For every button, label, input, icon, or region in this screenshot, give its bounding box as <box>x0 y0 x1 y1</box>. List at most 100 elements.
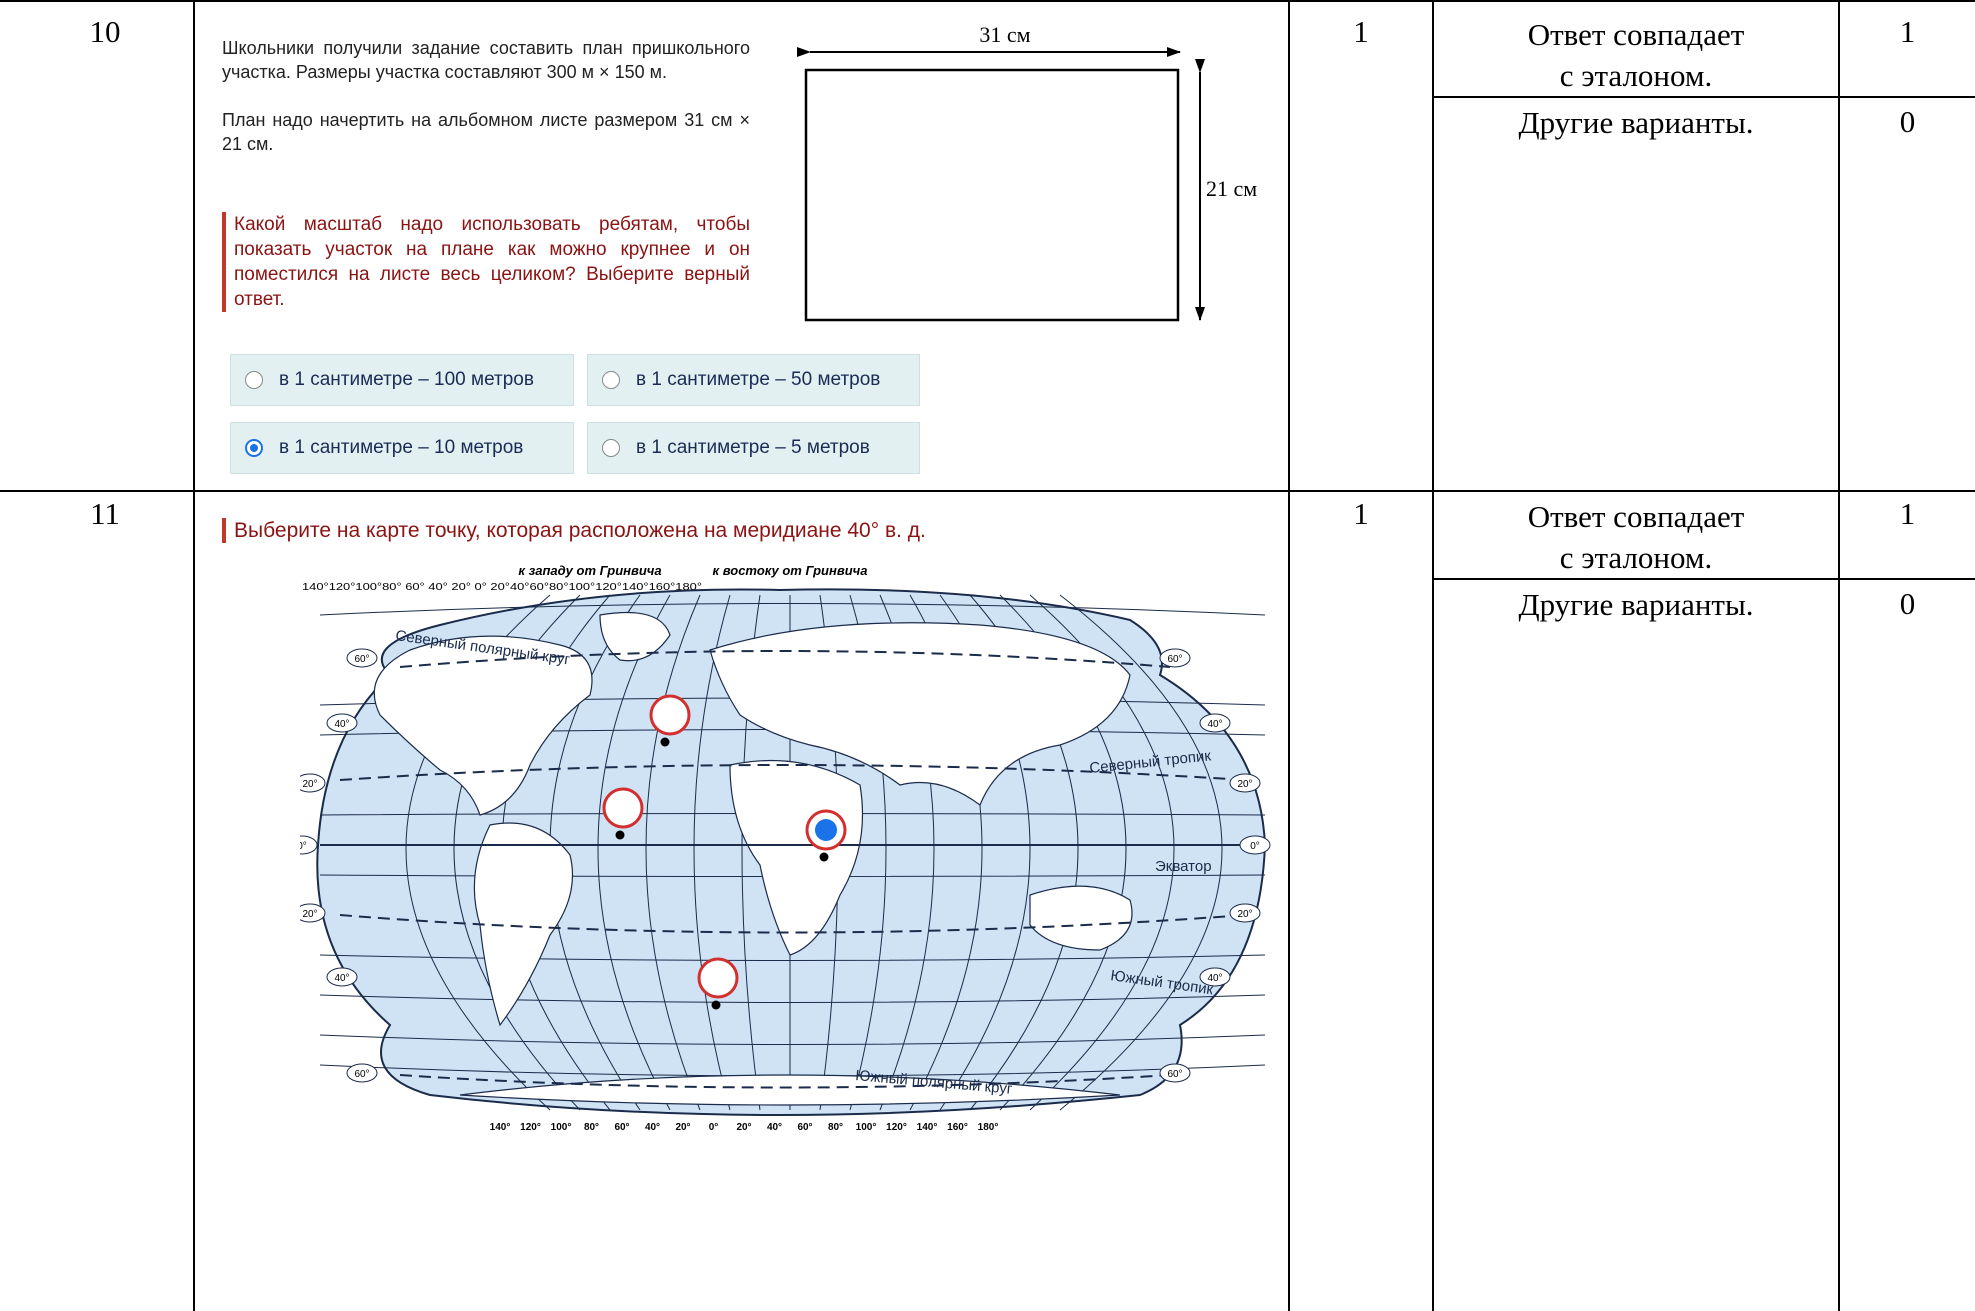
longitude-tick-label: 140° <box>490 1122 511 1133</box>
criterion-text-line2: с эталоном. <box>1559 540 1713 575</box>
equator-label: Экватор <box>1155 858 1212 875</box>
criterion-score: 0 <box>1899 104 1916 139</box>
north-america <box>373 635 593 816</box>
question-text-2: План надо начертить на альбомном листе р… <box>222 110 750 154</box>
latitude-badge: 20° <box>300 773 326 793</box>
svg-text:0°: 0° <box>300 841 307 852</box>
map-point-1[interactable] <box>649 694 691 747</box>
svg-text:60°: 60° <box>354 1069 369 1080</box>
option-label: в 1 сантиметре – 5 метров <box>636 437 870 458</box>
latitude-badges: 60° 60° 40° 40° 20° 20° 0° 0° 20° 20° 40° 40° 60° 60° <box>300 648 1271 1083</box>
table-col-1 <box>193 0 195 1311</box>
task-number: 11 <box>90 496 120 531</box>
criterion-text-line1: Другие варианты. <box>1518 105 1754 140</box>
option-50m[interactable]: в 1 сантиметре – 50 метров <box>587 354 920 406</box>
longitude-tick-label: 80° <box>828 1122 843 1133</box>
top-scale: 140°120°100°80° 60° 40° 20° 0° 20°40°60°… <box>302 582 702 593</box>
east-label: к востоку от Гринвича <box>713 563 868 578</box>
parallel <box>319 954 1266 961</box>
max-score: 1 <box>1353 14 1369 49</box>
latitude-badge: 60° <box>1159 1063 1191 1083</box>
radio-icon[interactable] <box>602 439 620 457</box>
antarctica <box>459 1074 1121 1106</box>
svg-text:60°: 60° <box>1167 654 1182 665</box>
longitude-tick-label: 120° <box>886 1122 907 1133</box>
question-prompt: Какой масштаб надо использовать ребятам,… <box>222 212 750 312</box>
table-col-3 <box>1432 0 1434 1311</box>
longitude-tick-label: 180° <box>978 1122 999 1133</box>
parallel <box>319 1034 1266 1045</box>
map-question-prompt: Выберите на карте точку, которая располо… <box>222 518 1134 543</box>
latitude-badge: 40° <box>1199 967 1231 987</box>
option-10m[interactable]: в 1 сантиметре – 10 метров <box>230 422 574 474</box>
australia <box>1029 885 1133 951</box>
plot-rectangle <box>804 68 1180 322</box>
task-number: 10 <box>89 14 121 49</box>
svg-text:40°: 40° <box>1207 719 1222 730</box>
longitude-tick-label: 80° <box>584 1122 599 1133</box>
option-label: в 1 сантиметре – 10 метров <box>279 437 524 458</box>
criterion-correct: Ответ совпадает с эталоном. <box>1434 496 1838 578</box>
parallel <box>319 603 1266 616</box>
plot-diagram: 31 см 21 см <box>797 22 1257 322</box>
latitude-badge: 60° <box>346 648 378 668</box>
meridian <box>645 594 701 1111</box>
antarctic-circle-line <box>399 1074 1171 1089</box>
tropic-capricorn-line <box>339 914 1246 934</box>
arctic-circle-line <box>399 650 1171 668</box>
table-border-top <box>0 0 1975 2</box>
longitude-tick-label: 100° <box>856 1122 877 1133</box>
criterion-text-line1: Ответ совпадает <box>1527 499 1745 534</box>
special-parallels <box>339 650 1246 1089</box>
option-label: в 1 сантиметре – 50 метров <box>636 369 881 390</box>
table-col-2 <box>1288 0 1290 1311</box>
criteria-divider-row11 <box>1432 578 1975 580</box>
africa <box>729 759 864 956</box>
table-row-divider <box>0 490 1975 492</box>
tropic-cancer-line <box>339 764 1246 781</box>
radio-icon[interactable] <box>245 371 263 389</box>
criterion-text-line2: с эталоном. <box>1559 58 1713 93</box>
max-score: 1 <box>1353 496 1369 531</box>
svg-text:20°: 20° <box>302 909 317 920</box>
longitude-tick-label: 0° <box>709 1122 719 1133</box>
latitude-badge: 20° <box>1229 903 1261 923</box>
bottom-longitude-ticks: 140° 120° 100° 80° 60° 40° 20° 0° 20° 40° 60° 80° 10… <box>490 1122 999 1133</box>
continents <box>373 612 1133 1106</box>
longitude-tick-label: 100° <box>551 1122 572 1133</box>
longitude-tick-label: 20° <box>675 1122 690 1133</box>
latitude-badge: 40° <box>326 713 358 733</box>
criterion-score: 0 <box>1899 586 1916 621</box>
svg-text:40°: 40° <box>334 719 349 730</box>
meridian <box>1059 594 1223 1111</box>
criterion-text-line1: Другие варианты. <box>1518 587 1754 622</box>
svg-text:20°: 20° <box>1237 779 1252 790</box>
west-label: к западу от Гринвича <box>518 563 661 578</box>
svg-text:60°: 60° <box>1167 1069 1182 1080</box>
option-100m[interactable]: в 1 сантиметре – 100 метров <box>230 354 574 406</box>
longitude-tick-label: 160° <box>947 1122 968 1133</box>
world-map: к западу от Гринвича к востоку от Гринви… <box>300 563 1271 1133</box>
height-label: 21 см <box>1206 176 1257 201</box>
map-point-3-selected[interactable] <box>805 809 847 862</box>
criterion-text-line1: Ответ совпадает <box>1527 17 1745 52</box>
criteria-divider-row10 <box>1432 96 1975 98</box>
longitude-tick-label: 40° <box>767 1122 782 1133</box>
criterion-correct: Ответ совпадает с эталоном. <box>1434 14 1838 96</box>
south-america <box>473 822 574 1027</box>
width-label: 31 см <box>979 22 1030 47</box>
meridian <box>597 594 671 1111</box>
latitude-badge: 0° <box>1239 835 1271 855</box>
meridian <box>693 594 731 1111</box>
latitude-badge: 60° <box>1159 648 1191 668</box>
latitude-badge: 40° <box>326 967 358 987</box>
criterion-other: Другие варианты. <box>1434 584 1838 625</box>
eurasia <box>709 622 1131 806</box>
longitude-tick-label: 60° <box>614 1122 629 1133</box>
radio-icon[interactable] <box>602 371 620 389</box>
map-point-2[interactable] <box>602 787 644 840</box>
svg-text:60°: 60° <box>354 654 369 665</box>
option-5m[interactable]: в 1 сантиметре – 5 метров <box>587 422 920 474</box>
map-point-4[interactable] <box>697 957 739 1010</box>
radio-selected-icon[interactable] <box>245 439 263 457</box>
